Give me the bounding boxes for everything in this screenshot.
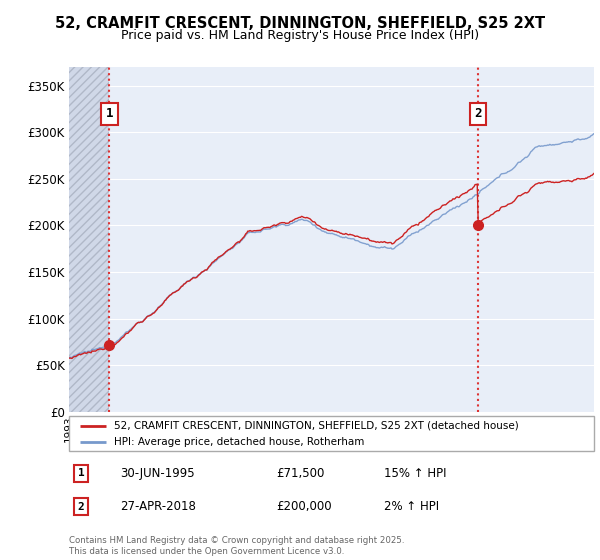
Text: 27-APR-2018: 27-APR-2018 bbox=[120, 500, 196, 514]
Text: 30-JUN-1995: 30-JUN-1995 bbox=[120, 466, 194, 480]
Text: 1: 1 bbox=[106, 108, 113, 120]
Text: Contains HM Land Registry data © Crown copyright and database right 2025.
This d: Contains HM Land Registry data © Crown c… bbox=[69, 536, 404, 556]
Text: 2: 2 bbox=[77, 502, 85, 512]
Text: 1: 1 bbox=[77, 468, 85, 478]
FancyBboxPatch shape bbox=[69, 416, 594, 451]
Text: 52, CRAMFIT CRESCENT, DINNINGTON, SHEFFIELD, S25 2XT (detached house): 52, CRAMFIT CRESCENT, DINNINGTON, SHEFFI… bbox=[113, 421, 518, 431]
Text: 52, CRAMFIT CRESCENT, DINNINGTON, SHEFFIELD, S25 2XT: 52, CRAMFIT CRESCENT, DINNINGTON, SHEFFI… bbox=[55, 16, 545, 31]
Bar bbox=[69, 67, 109, 412]
Text: 2: 2 bbox=[475, 108, 482, 120]
Text: 15% ↑ HPI: 15% ↑ HPI bbox=[384, 466, 446, 480]
Text: £200,000: £200,000 bbox=[276, 500, 332, 514]
Text: 2% ↑ HPI: 2% ↑ HPI bbox=[384, 500, 439, 514]
Text: Price paid vs. HM Land Registry's House Price Index (HPI): Price paid vs. HM Land Registry's House … bbox=[121, 29, 479, 42]
Text: HPI: Average price, detached house, Rotherham: HPI: Average price, detached house, Roth… bbox=[113, 437, 364, 447]
Text: £71,500: £71,500 bbox=[276, 466, 325, 480]
